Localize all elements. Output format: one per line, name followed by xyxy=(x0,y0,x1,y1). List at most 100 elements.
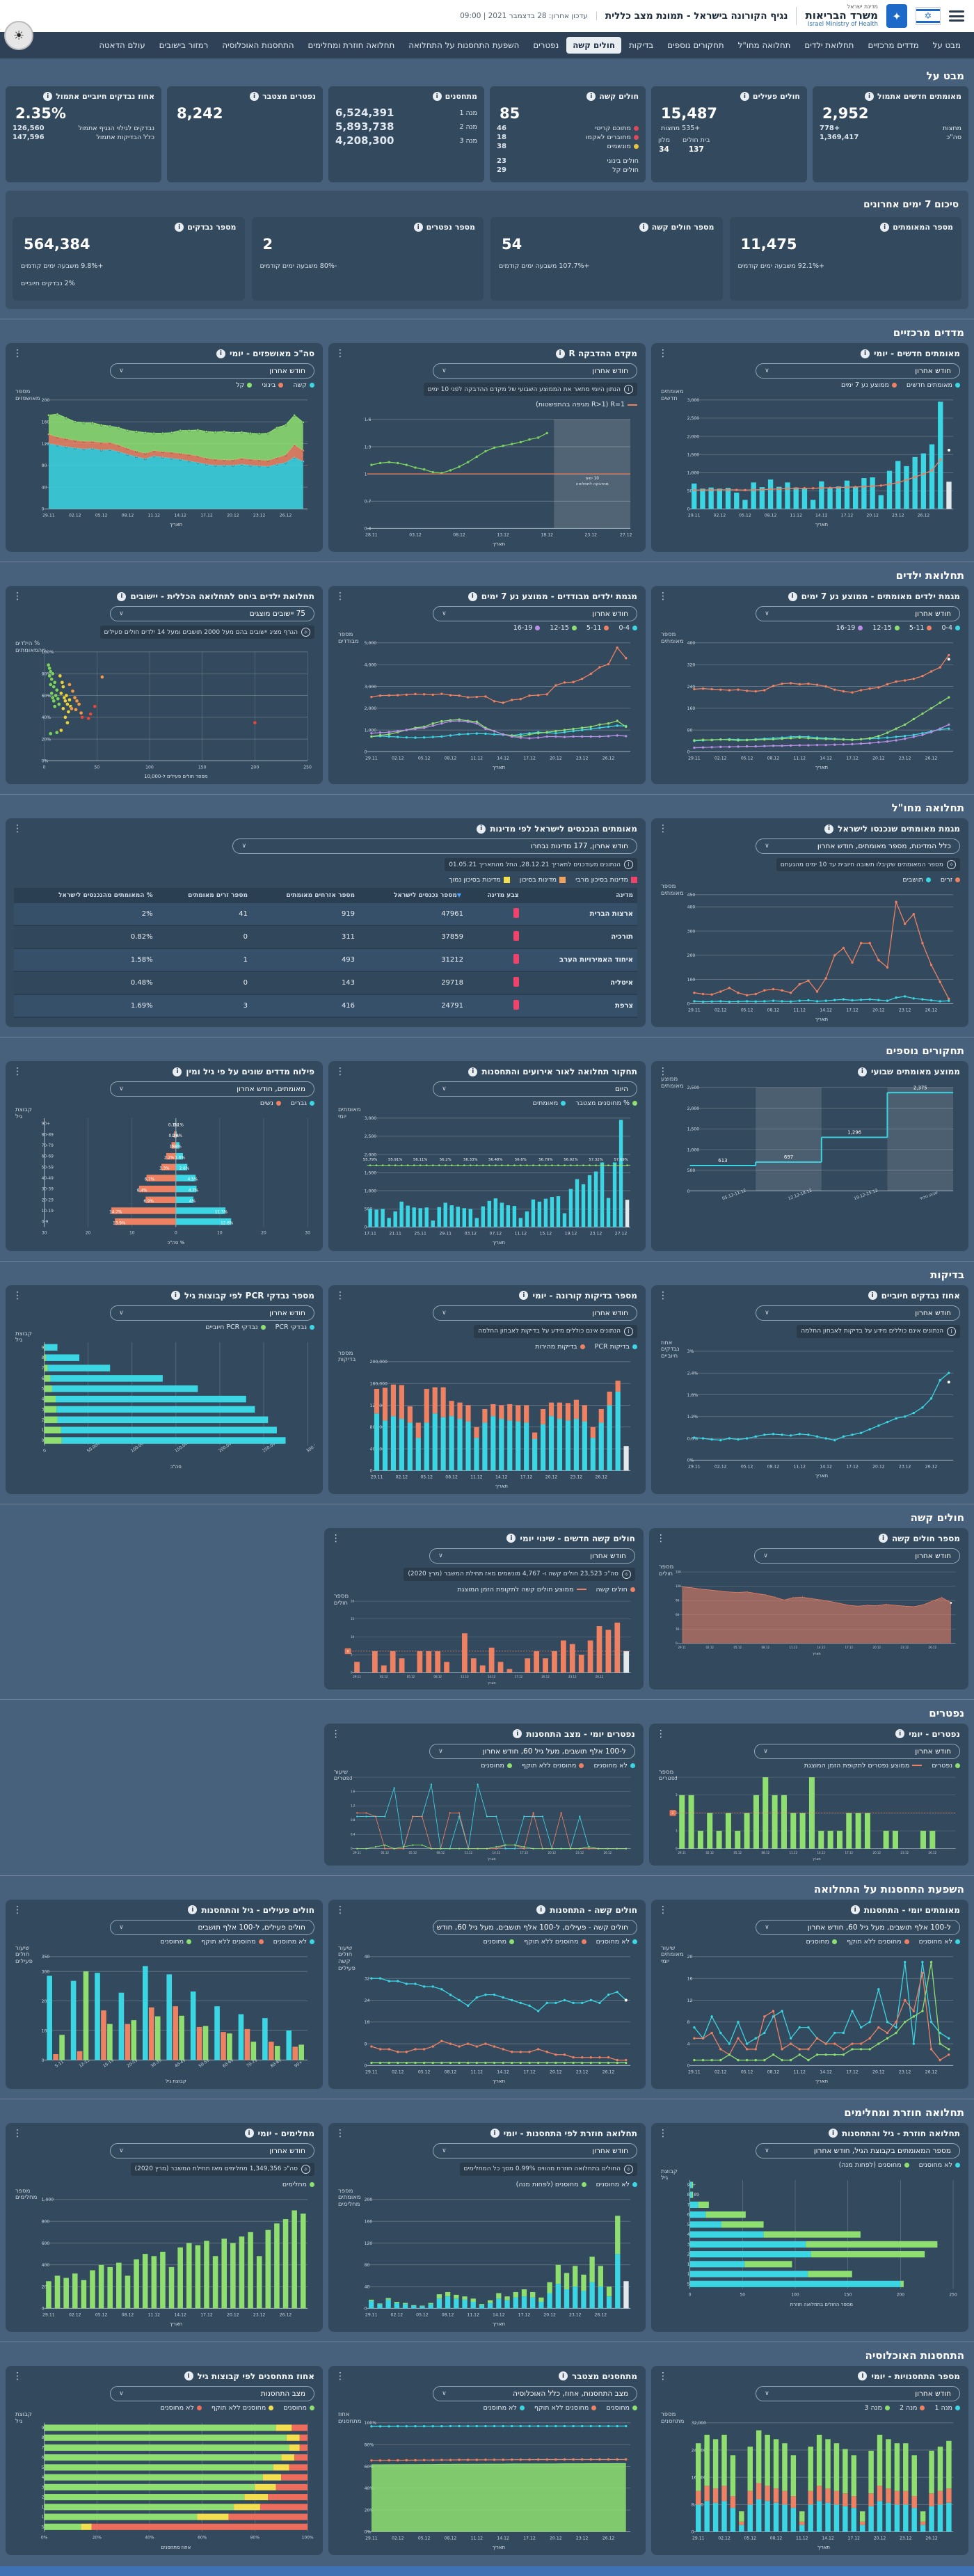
kebab-menu-icon[interactable]: ⋮ xyxy=(658,1904,668,1916)
info-icon[interactable]: i xyxy=(861,349,870,358)
hamburger-menu-icon[interactable] xyxy=(949,10,964,22)
kebab-menu-icon[interactable]: ⋮ xyxy=(658,2370,668,2382)
kebab-menu-icon[interactable]: ⋮ xyxy=(335,1066,345,1078)
info-icon[interactable]: i xyxy=(880,223,890,232)
filter-dropdown[interactable]: חודש אחרון ∨ xyxy=(756,606,960,622)
kebab-menu-icon[interactable]: ⋮ xyxy=(335,2370,345,2382)
kebab-menu-icon[interactable]: ⋮ xyxy=(658,823,668,835)
filter-dropdown[interactable]: חודש אחרון ∨ xyxy=(433,2142,637,2158)
filter-dropdown[interactable]: חודש אחרון ∨ xyxy=(756,2385,960,2401)
filter-dropdown[interactable]: חודש אחרון ∨ xyxy=(110,2142,314,2158)
info-icon[interactable]: i xyxy=(184,2371,193,2381)
table-row[interactable]: תורכיה 37859 311 0 0.82% xyxy=(14,925,637,950)
kebab-menu-icon[interactable]: ⋮ xyxy=(13,1289,22,1301)
nav-tab-מבט על[interactable]: מבט על xyxy=(932,40,961,50)
nav-tab-תחלואה מחו"ל[interactable]: תחלואה מחו"ל xyxy=(737,40,791,50)
info-icon[interactable]: i xyxy=(413,223,423,232)
filter-dropdown[interactable]: חודש אחרון ∨ xyxy=(754,1743,960,1759)
filter-dropdown[interactable]: חודש אחרון ∨ xyxy=(110,363,314,379)
info-icon[interactable]: i xyxy=(858,2371,868,2381)
nav-tab-התחסנות האוכלוסיה[interactable]: התחסנות האוכלוסיה xyxy=(222,40,294,50)
info-icon[interactable]: i xyxy=(250,92,260,101)
filter-dropdown[interactable]: מאומתים, חודש אחרון ∨ xyxy=(110,1081,314,1097)
filter-dropdown[interactable]: מספר המאומתים בקבוצת הגיל, חודש אחרון ∨ xyxy=(756,2142,960,2158)
info-icon[interactable]: i xyxy=(824,824,834,834)
info-icon[interactable]: i xyxy=(490,2129,500,2138)
table-row[interactable]: ארצות הברית 47961 919 41 2% xyxy=(14,903,637,927)
info-icon[interactable]: i xyxy=(788,591,797,601)
nav-tab-חולים קשה[interactable]: חולים קשה xyxy=(566,37,622,54)
info-icon[interactable]: i xyxy=(740,92,749,101)
info-icon[interactable]: i xyxy=(555,349,565,358)
kebab-menu-icon[interactable]: ⋮ xyxy=(658,2127,668,2139)
filter-dropdown[interactable]: חודש אחרון ∨ xyxy=(110,1305,314,1321)
kebab-menu-icon[interactable]: ⋮ xyxy=(335,591,345,603)
info-icon[interactable]: i xyxy=(868,1291,877,1301)
kebab-menu-icon[interactable]: ⋮ xyxy=(658,348,668,359)
info-icon[interactable]: i xyxy=(878,1534,888,1543)
kebab-menu-icon[interactable]: ⋮ xyxy=(330,1532,341,1544)
info-icon[interactable]: i xyxy=(43,92,53,101)
info-icon[interactable]: i xyxy=(175,223,184,232)
info-icon[interactable]: i xyxy=(536,1905,546,1915)
nav-tab-תחלואה חוזרת ומחלימים[interactable]: תחלואה חוזרת ומחלימים xyxy=(308,40,395,50)
column-header[interactable]: מדינה xyxy=(522,888,637,904)
info-icon[interactable]: i xyxy=(188,1905,198,1915)
info-icon[interactable]: i xyxy=(850,1905,860,1915)
filter-dropdown[interactable]: חולים פעילים, ל-100 אלף תושבים ∨ xyxy=(110,1919,314,1935)
info-icon[interactable]: i xyxy=(865,92,875,101)
kebab-menu-icon[interactable]: ⋮ xyxy=(13,823,22,835)
kebab-menu-icon[interactable]: ⋮ xyxy=(658,591,668,603)
table-row[interactable]: איחוד האמירויות הערב 31212 493 1 1.58% xyxy=(14,948,637,973)
filter-dropdown[interactable]: חודש אחרון, 177 מדינות נבחרו ∨ xyxy=(232,838,637,854)
nav-tab-תחקורים נוספים[interactable]: תחקורים נוספים xyxy=(667,40,724,50)
info-icon[interactable]: i xyxy=(639,223,648,232)
column-header[interactable]: % המאומתים מהנכנסים לישראל xyxy=(14,888,157,904)
filter-dropdown[interactable]: היום ∨ xyxy=(433,1081,637,1097)
kebab-menu-icon[interactable]: ⋮ xyxy=(335,1289,345,1301)
nav-tab-תחלואת ילדים[interactable]: תחלואת ילדים xyxy=(804,40,854,50)
info-icon[interactable]: i xyxy=(506,1534,516,1543)
filter-dropdown[interactable]: כלל המדינות, מספר מאומתים, חודש אחרון ∨ xyxy=(756,838,960,854)
filter-dropdown[interactable]: חודש אחרון ∨ xyxy=(756,1305,960,1321)
kebab-menu-icon[interactable]: ⋮ xyxy=(335,1904,345,1916)
column-header[interactable]: מספר זרים מאומתים xyxy=(157,888,252,904)
info-icon[interactable]: i xyxy=(559,2371,568,2381)
info-icon[interactable]: i xyxy=(513,1729,522,1739)
info-icon[interactable]: i xyxy=(216,349,225,358)
info-icon[interactable]: i xyxy=(468,1067,478,1076)
table-row[interactable]: איטליה 29718 143 0 0.48% xyxy=(14,971,637,996)
filter-dropdown[interactable]: חודש אחרון ∨ xyxy=(756,363,960,379)
info-icon[interactable]: i xyxy=(477,824,486,834)
nav-tab-השפעת התחסנות על התחלואה[interactable]: השפעת התחסנות על התחלואה xyxy=(408,40,520,50)
info-icon[interactable]: i xyxy=(829,2129,838,2138)
info-icon[interactable]: i xyxy=(468,591,477,601)
kebab-menu-icon[interactable]: ⋮ xyxy=(658,1066,668,1078)
info-icon[interactable]: i xyxy=(857,1067,867,1076)
info-icon[interactable]: i xyxy=(244,2129,254,2138)
info-icon[interactable]: i xyxy=(117,591,127,601)
kebab-menu-icon[interactable]: ⋮ xyxy=(330,1728,341,1740)
filter-dropdown[interactable]: ל-100 אלף תושבים, מעל גיל 60, חודש אחרון… xyxy=(429,1743,635,1759)
filter-dropdown[interactable]: חודש אחרון ∨ xyxy=(433,606,637,622)
kebab-menu-icon[interactable]: ⋮ xyxy=(13,348,22,359)
info-icon[interactable]: i xyxy=(519,1291,529,1301)
kebab-menu-icon[interactable]: ⋮ xyxy=(13,1066,22,1078)
accessibility-contrast-toggle[interactable]: ☀ xyxy=(4,21,33,50)
nav-tab-רמזור בישובים[interactable]: רמזור בישובים xyxy=(159,40,209,50)
kebab-menu-icon[interactable]: ⋮ xyxy=(335,348,345,359)
nav-tab-מדדים מרכזיים[interactable]: מדדים מרכזיים xyxy=(868,40,919,50)
filter-dropdown[interactable]: חודש אחרון ∨ xyxy=(429,1548,635,1564)
info-icon[interactable]: i xyxy=(432,92,442,101)
filter-dropdown[interactable]: חודש אחרון ∨ xyxy=(754,1548,960,1564)
table-row[interactable]: צרפת 24791 416 3 1.69% xyxy=(14,994,637,1019)
column-header[interactable]: צבע מדינה xyxy=(468,888,523,904)
kebab-menu-icon[interactable]: ⋮ xyxy=(13,591,22,603)
column-header[interactable]: ▼מספר נכנסים לישראל xyxy=(359,888,468,904)
filter-dropdown[interactable]: מצב התחסנות ∨ xyxy=(110,2385,314,2401)
kebab-menu-icon[interactable]: ⋮ xyxy=(13,2127,22,2139)
kebab-menu-icon[interactable]: ⋮ xyxy=(335,2127,345,2139)
nav-tab-נפטרים[interactable]: נפטרים xyxy=(533,40,559,50)
filter-dropdown[interactable]: 75 יישובים מוצגים ∨ xyxy=(110,606,314,622)
filter-dropdown[interactable]: חודש אחרון ∨ xyxy=(433,1305,637,1321)
